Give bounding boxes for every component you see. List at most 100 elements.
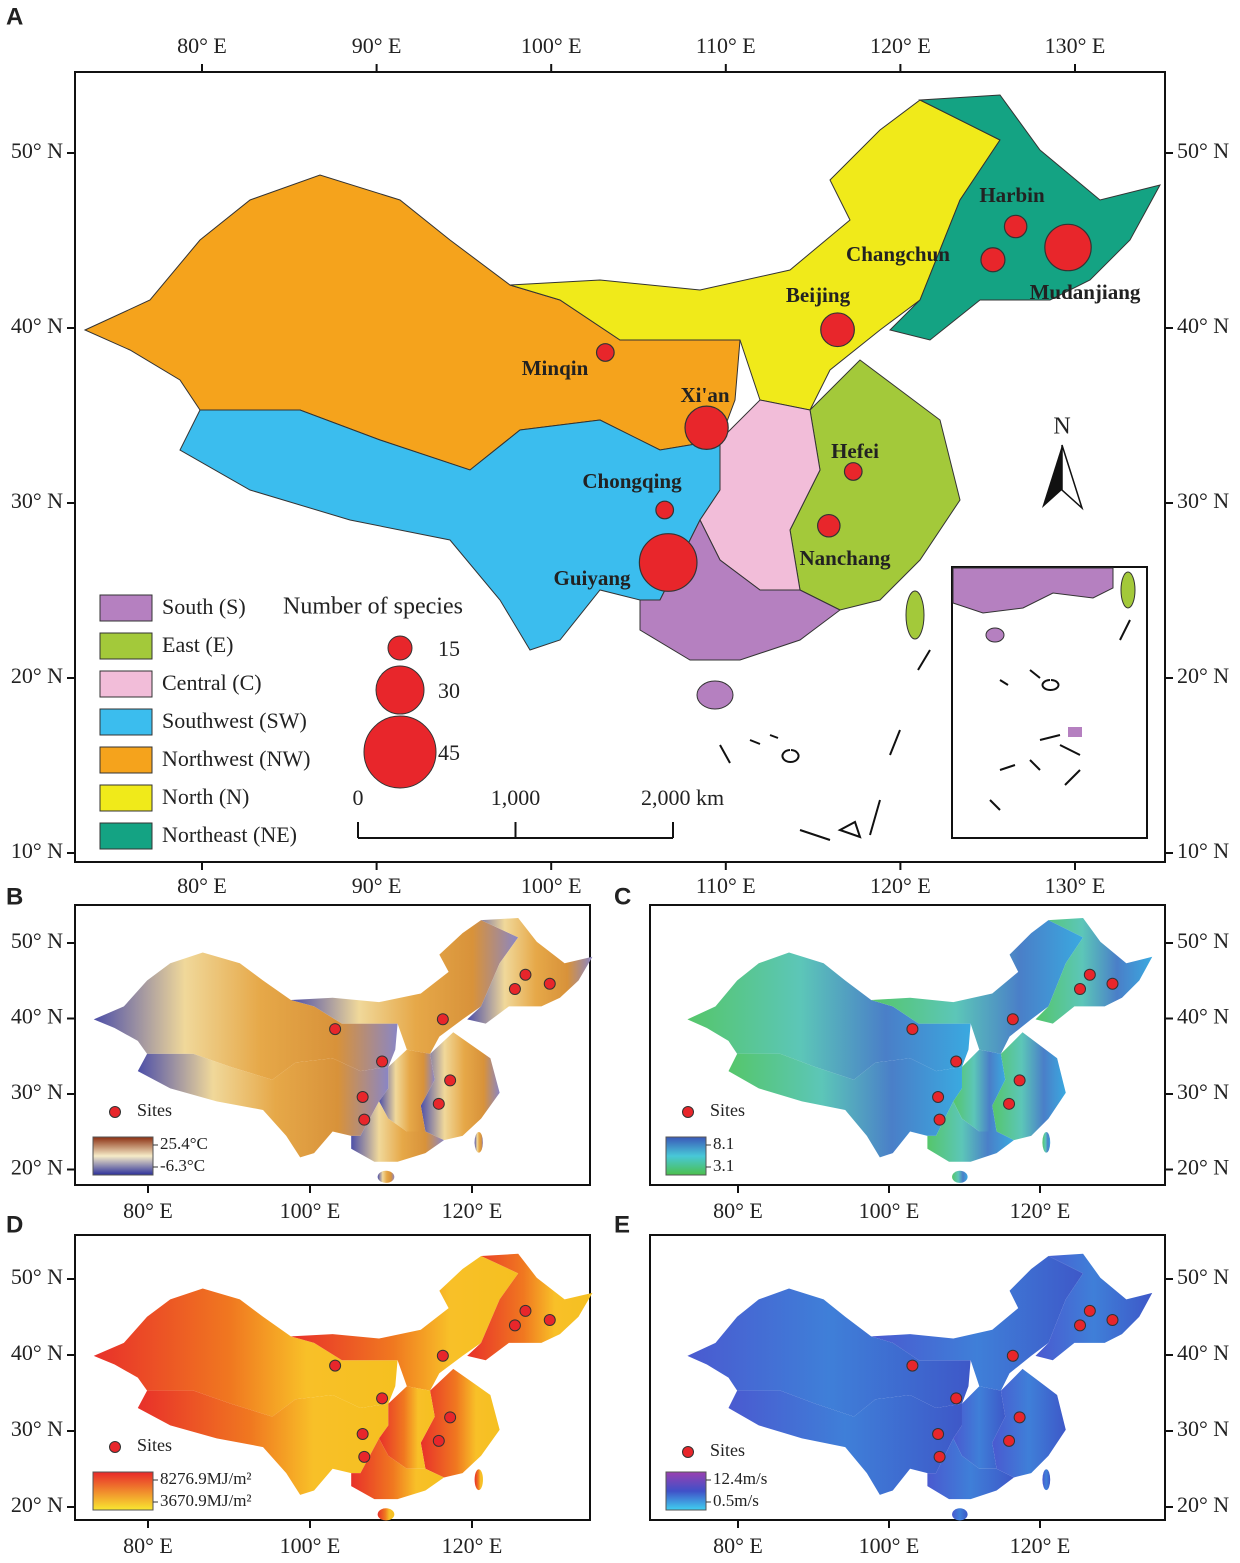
- lon-tick-label: 90° E: [352, 33, 402, 58]
- colorbar-label: 3.1: [713, 1156, 734, 1175]
- site-marker: [1044, 223, 1092, 272]
- lon-tick-label: 120° E: [1010, 1533, 1071, 1558]
- panel-letter: C: [614, 883, 631, 910]
- site-dot: [933, 1113, 946, 1126]
- lon-tick-label: 110° E: [696, 873, 756, 898]
- lat-tick-label: 50° N: [11, 928, 63, 953]
- inset-island: [985, 627, 1005, 643]
- size-legend-label: 15: [438, 636, 460, 661]
- site-dot: [906, 1359, 919, 1372]
- lat-tick-label: 20° N: [11, 1155, 63, 1180]
- legend-dot: [682, 1106, 694, 1118]
- site-dot: [432, 1097, 445, 1110]
- colorbar-label: 8.1: [713, 1134, 734, 1153]
- lon-tick-label: 100° E: [521, 873, 582, 898]
- lon-tick-label: 100° E: [521, 33, 582, 58]
- city-label: Beijing: [786, 283, 851, 307]
- site-dot: [1083, 1304, 1096, 1317]
- site-dot: [1074, 983, 1087, 996]
- site-dot: [376, 1392, 389, 1405]
- legend-swatch: [99, 632, 153, 660]
- panel-letter: B: [6, 883, 23, 910]
- site-dot: [1006, 1349, 1019, 1362]
- legend-label: South (S): [162, 594, 246, 619]
- city-label: Hefei: [831, 439, 879, 463]
- city-label: Mudanjiang: [1030, 280, 1141, 304]
- site-dot: [933, 1450, 946, 1463]
- size-legend-circle: [363, 715, 437, 789]
- site-dot: [906, 1023, 919, 1036]
- site-dot: [358, 1113, 371, 1126]
- lon-tick-label: 100° E: [859, 1533, 920, 1558]
- size-legend-title: Number of species: [283, 594, 463, 620]
- site-dot: [932, 1428, 945, 1441]
- lat-tick-label: 30° N: [1177, 488, 1229, 513]
- panel-letter: A: [6, 3, 23, 30]
- lat-tick-label: 40° N: [1177, 313, 1229, 338]
- lon-tick-label: 130° E: [1045, 33, 1106, 58]
- site-marker: [684, 405, 729, 450]
- legend-swatch: [99, 708, 153, 736]
- site-dot: [1003, 1434, 1016, 1447]
- colorbar-label: 0.5m/s: [713, 1491, 759, 1510]
- lat-tick-label: 30° N: [1177, 1416, 1229, 1441]
- legend-dot: [682, 1446, 694, 1458]
- site-dot: [950, 1055, 963, 1068]
- site-marker: [1003, 214, 1028, 239]
- site-dot: [1106, 1314, 1119, 1327]
- city-label: Guiyang: [553, 566, 631, 590]
- city-label: Harbin: [979, 183, 1045, 207]
- legend-label: Northwest (NW): [162, 746, 310, 771]
- size-legend-circle: [387, 635, 413, 661]
- lat-tick-label: 40° N: [1177, 1340, 1229, 1365]
- lon-tick-label: 80° E: [123, 1533, 173, 1558]
- city-label: Minqin: [522, 356, 589, 380]
- site-dot: [329, 1359, 342, 1372]
- lat-tick-label: 30° N: [11, 488, 63, 513]
- site-dot: [932, 1091, 945, 1104]
- lon-tick-label: 80° E: [123, 1198, 173, 1223]
- lon-tick-label: 120° E: [442, 1533, 503, 1558]
- lat-tick-label: 40° N: [1177, 1004, 1229, 1029]
- site-marker: [595, 343, 615, 362]
- lat-tick-label: 20° N: [11, 663, 63, 688]
- site-dot: [508, 983, 521, 996]
- size-legend-label: 45: [438, 740, 460, 765]
- legend-label: Northeast (NE): [162, 822, 297, 847]
- lat-tick-label: 40° N: [11, 1340, 63, 1365]
- scale-label: 0: [353, 785, 364, 810]
- colorbar-label: 3670.9MJ/m²: [160, 1491, 252, 1510]
- lon-tick-label: 90° E: [352, 873, 402, 898]
- legend-label: Sites: [137, 1435, 172, 1455]
- lat-tick-label: 50° N: [11, 138, 63, 163]
- lat-tick-label: 40° N: [11, 1004, 63, 1029]
- city-label: Changchun: [846, 242, 950, 266]
- legend-label: North (N): [162, 784, 249, 809]
- region: [905, 590, 925, 640]
- lat-tick-label: 50° N: [1177, 138, 1229, 163]
- region: [889, 94, 1161, 341]
- legend-label: Sites: [710, 1440, 745, 1460]
- north-label: N: [1053, 414, 1070, 440]
- lat-tick-label: 50° N: [11, 1264, 63, 1289]
- lat-tick-label: 50° N: [1177, 1264, 1229, 1289]
- lon-tick-label: 100° E: [859, 1198, 920, 1223]
- lat-tick-label: 10° N: [11, 838, 63, 863]
- site-dot: [432, 1434, 445, 1447]
- colorbar: [92, 1136, 154, 1176]
- legend-dot: [109, 1106, 121, 1118]
- lat-tick-label: 20° N: [11, 1492, 63, 1517]
- scale-label: 2,000 km: [641, 785, 724, 810]
- colorbar-label: 12.4m/s: [713, 1469, 767, 1488]
- site-marker: [843, 462, 863, 481]
- site-dot: [444, 1074, 457, 1087]
- city-label: Xi'an: [680, 383, 729, 407]
- site-dot: [1074, 1319, 1087, 1332]
- legend-label: Southwest (SW): [162, 708, 307, 733]
- legend-swatch: [99, 784, 153, 812]
- colorbar-label: 8276.9MJ/m²: [160, 1469, 252, 1488]
- site-dot: [1106, 977, 1119, 990]
- site-dot: [356, 1428, 369, 1441]
- legend-label: Sites: [137, 1100, 172, 1120]
- site-marker: [820, 312, 855, 348]
